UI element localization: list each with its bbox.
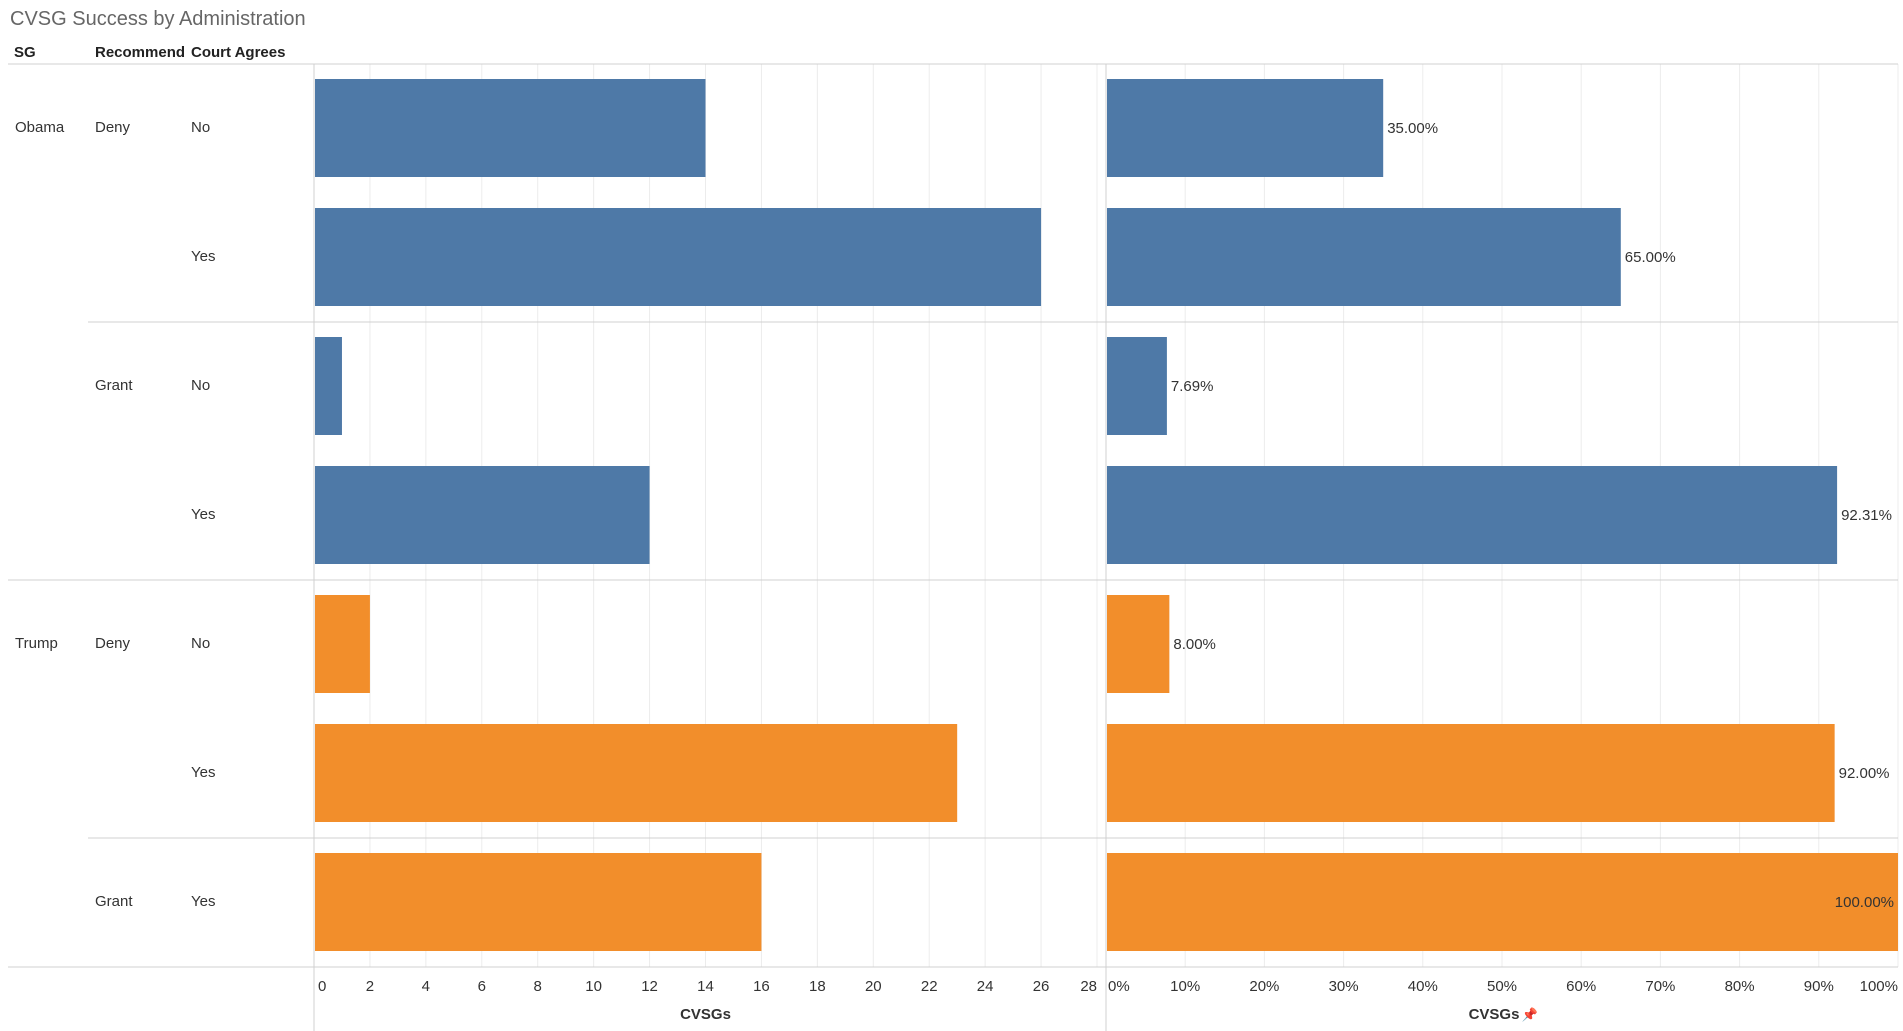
court-agrees-label: Yes (191, 506, 216, 523)
percent-data-label: 92.31% (1841, 507, 1892, 524)
count-bar (315, 724, 958, 822)
left-tick-label: 22 (921, 978, 938, 995)
court-agrees-label: No (191, 377, 211, 394)
court-agrees-label: Yes (191, 764, 216, 781)
right-tick-label: 0% (1108, 978, 1130, 995)
right-axis-title: CVSGs (1469, 1006, 1520, 1023)
court-agrees-label: Yes (191, 893, 216, 910)
right-tick-label: 70% (1645, 978, 1675, 995)
percent-bar (1107, 466, 1838, 564)
percent-bar (1107, 724, 1835, 822)
court-agrees-label: No (191, 119, 211, 136)
right-tick-label: 90% (1804, 978, 1834, 995)
right-tick-label: 20% (1249, 978, 1279, 995)
percent-data-label: 8.00% (1173, 636, 1216, 653)
left-tick-label: 10 (585, 978, 602, 995)
count-bar (315, 595, 370, 693)
left-tick-label: 6 (478, 978, 486, 995)
chart-title: CVSG Success by Administration (10, 8, 306, 30)
percent-data-label: 35.00% (1387, 120, 1438, 137)
pin-icon: 📌 (1522, 1006, 1538, 1023)
count-bar (315, 853, 762, 951)
header-sg: SG (14, 44, 36, 61)
left-tick-label: 26 (1033, 978, 1050, 995)
header-recommend: Recommend (95, 44, 186, 61)
percent-bar (1107, 595, 1170, 693)
sg-label: Trump (15, 635, 58, 652)
right-tick-label: 50% (1487, 978, 1517, 995)
percent-bar (1107, 208, 1621, 306)
count-bar (315, 466, 650, 564)
recommend-label: Deny (95, 119, 131, 136)
left-tick-label: 16 (753, 978, 770, 995)
left-tick-label: 20 (865, 978, 882, 995)
right-tick-label: 10% (1170, 978, 1200, 995)
percent-bar (1107, 853, 1898, 951)
right-tick-label: 80% (1725, 978, 1755, 995)
left-tick-label: 12 (641, 978, 658, 995)
left-tick-label: 14 (697, 978, 714, 995)
count-bar (315, 337, 342, 435)
count-bar (315, 208, 1042, 306)
left-tick-label: 24 (977, 978, 994, 995)
court-agrees-label: Yes (191, 248, 216, 265)
header-court-agrees: Court Agrees (191, 44, 286, 61)
left-axis-title: CVSGs (680, 1006, 731, 1023)
right-tick-label: 60% (1566, 978, 1596, 995)
left-tick-label: 4 (422, 978, 430, 995)
percent-bar (1107, 337, 1167, 435)
left-tick-label: 8 (534, 978, 542, 995)
court-agrees-label: No (191, 635, 211, 652)
recommend-label: Grant (95, 893, 133, 910)
sg-label: Obama (15, 119, 65, 136)
left-tick-label: 18 (809, 978, 826, 995)
left-tick-label: 2 (366, 978, 374, 995)
percent-data-label: 92.00% (1839, 765, 1890, 782)
right-tick-label: 40% (1408, 978, 1438, 995)
recommend-label: Deny (95, 635, 131, 652)
percent-data-label: 65.00% (1625, 249, 1676, 266)
count-bar (315, 79, 706, 177)
recommend-label: Grant (95, 377, 133, 394)
left-tick-label: 0 (318, 978, 326, 995)
right-tick-label: 100% (1860, 978, 1898, 995)
percent-bar (1107, 79, 1384, 177)
percent-data-label: 7.69% (1171, 378, 1214, 395)
percent-data-label: 100.00% (1835, 894, 1894, 911)
right-tick-label: 30% (1329, 978, 1359, 995)
left-tick-label: 28 (1080, 978, 1097, 995)
